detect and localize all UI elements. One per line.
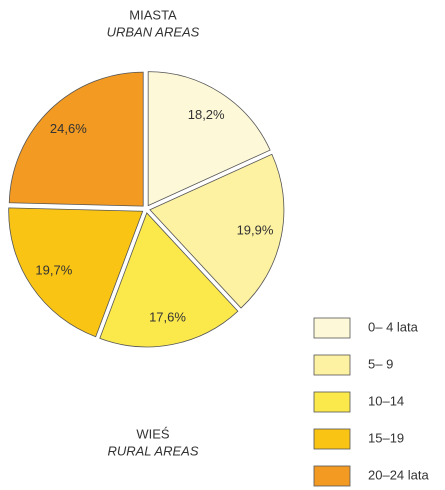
legend-swatch (313, 317, 351, 339)
legend-swatch (313, 465, 351, 487)
pie-slice (99, 212, 239, 348)
legend-swatch (313, 391, 351, 413)
pie-slice (8, 207, 144, 338)
legend-swatch (313, 354, 351, 376)
legend-label: 5– 9 (368, 356, 393, 371)
pie-slice (149, 153, 285, 309)
pie-slice (8, 71, 144, 207)
legend-label: 10–14 (368, 393, 404, 408)
chart-title: MIASTA (129, 7, 177, 22)
legend-label: 15–19 (368, 430, 404, 445)
annotation: WIEŚ (136, 426, 170, 441)
data-label: 24,6% (50, 121, 87, 136)
legend-swatch (313, 428, 351, 450)
data-label: 17,6% (149, 310, 186, 325)
legend-label: 20–24 lata (368, 467, 429, 482)
annotation: RURAL AREAS (107, 443, 198, 458)
data-label: 19,9% (237, 222, 274, 237)
legend-label: 0– 4 lata (368, 319, 419, 334)
data-label: 18,2% (188, 107, 225, 122)
chart-subtitle: URBAN AREAS (107, 24, 200, 39)
data-label: 19,7% (35, 263, 72, 278)
pie-slice (147, 71, 271, 207)
